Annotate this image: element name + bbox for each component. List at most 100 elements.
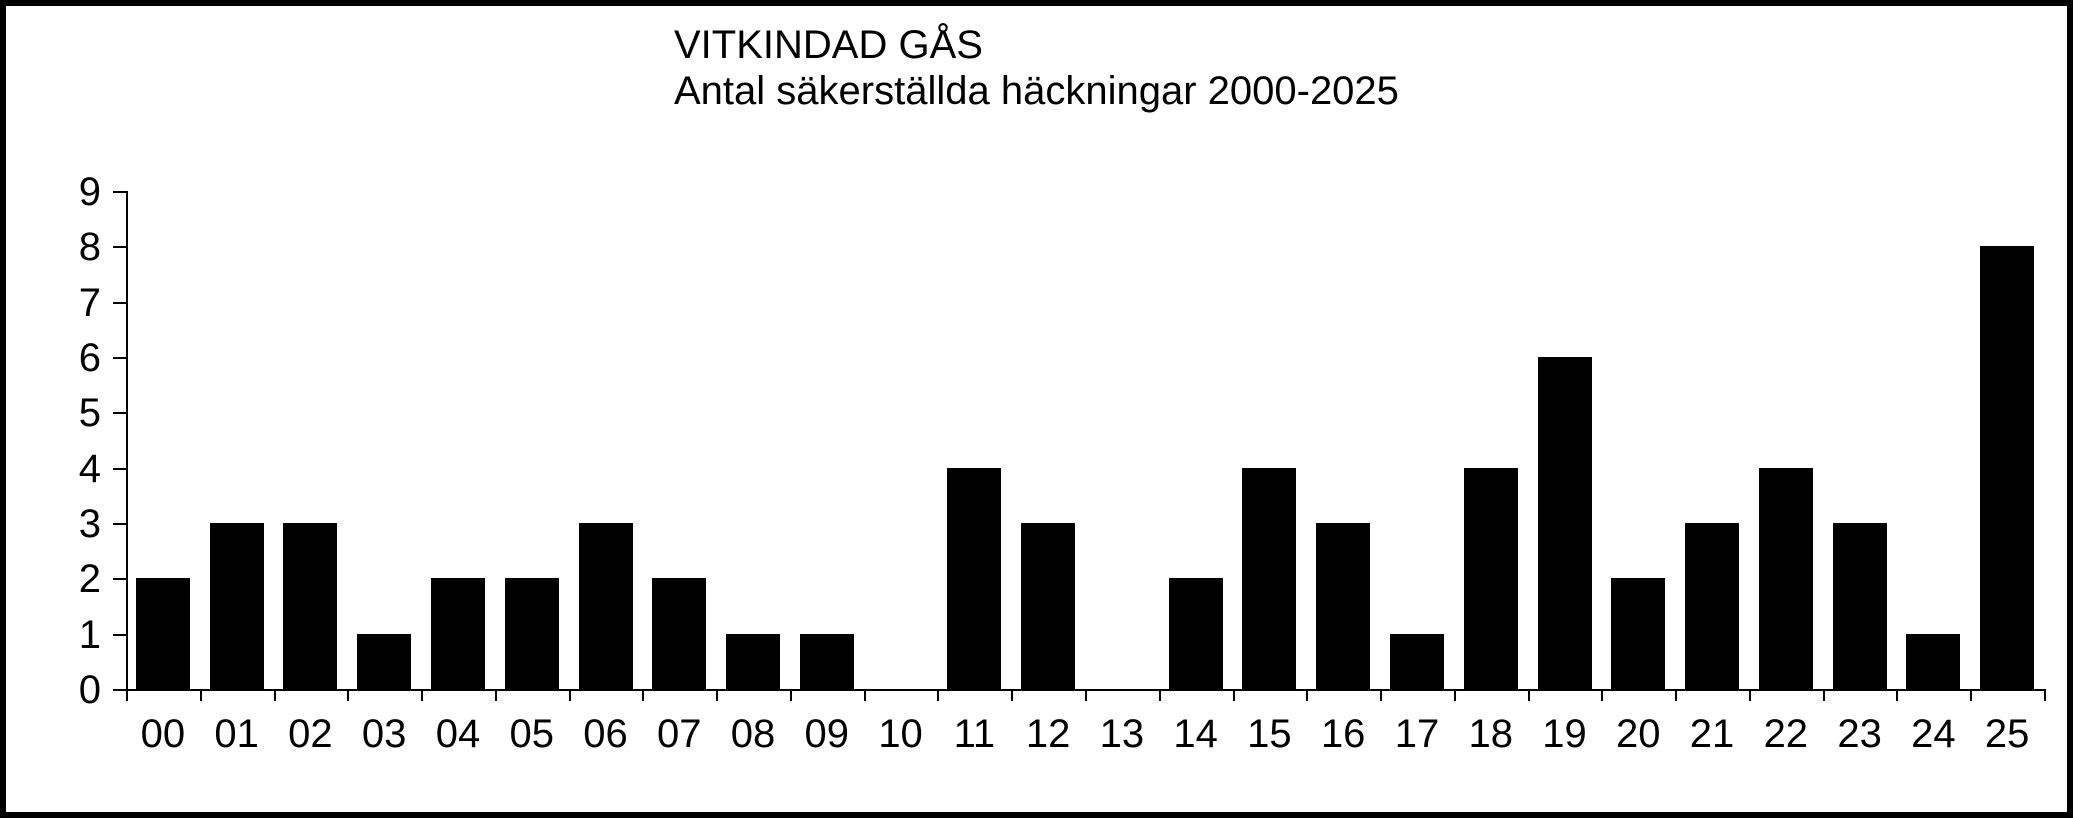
x-axis-tick bbox=[1896, 689, 1899, 701]
bar-15 bbox=[1242, 467, 1297, 689]
x-axis-tick bbox=[1306, 689, 1309, 701]
y-axis-tick-label: 0 bbox=[78, 668, 101, 712]
bar-21 bbox=[1685, 523, 1740, 689]
x-axis-tick bbox=[1158, 689, 1161, 701]
x-axis-tick bbox=[1527, 689, 1530, 701]
x-axis-label-19: 19 bbox=[1542, 712, 1587, 756]
y-axis-line bbox=[126, 191, 128, 691]
x-axis-label-15: 15 bbox=[1247, 712, 1292, 756]
x-axis-tick bbox=[199, 689, 202, 701]
x-axis-label-00: 00 bbox=[140, 712, 186, 756]
x-axis-label-25: 25 bbox=[1984, 712, 2030, 756]
plot-area: 0 1 2 3 4 5 6 7 8 9 00 01 02 03 04 05 06 07 08 09 10 11 12 13 14… bbox=[6, 6, 2067, 812]
bar-02 bbox=[283, 523, 338, 689]
x-axis-tick bbox=[1380, 689, 1383, 701]
x-axis-tick bbox=[863, 689, 866, 701]
bar-16 bbox=[1316, 523, 1371, 689]
x-axis-label-04: 04 bbox=[435, 712, 481, 756]
x-axis-label-11: 11 bbox=[953, 712, 996, 756]
x-axis-tick bbox=[347, 689, 350, 701]
x-axis-label-12: 12 bbox=[1025, 712, 1071, 756]
y-axis-tick bbox=[113, 246, 126, 249]
bar-25 bbox=[1980, 246, 2035, 689]
x-axis-label-14: 14 bbox=[1173, 712, 1218, 756]
x-axis-tick bbox=[1748, 689, 1751, 701]
bar-01 bbox=[209, 523, 264, 689]
bar-24 bbox=[1906, 633, 1961, 689]
x-axis-tick bbox=[494, 689, 497, 701]
bar-14 bbox=[1168, 578, 1223, 689]
x-axis-label-07: 07 bbox=[657, 712, 702, 756]
x-axis-tick bbox=[1232, 689, 1235, 701]
x-axis-tick bbox=[642, 689, 645, 701]
y-axis-tick-label: 3 bbox=[78, 502, 101, 546]
y-axis-tick-label: 6 bbox=[78, 336, 101, 381]
bar-22 bbox=[1758, 467, 1813, 689]
x-axis-label-10: 10 bbox=[878, 712, 923, 756]
y-axis-tick bbox=[113, 633, 126, 636]
x-axis-tick bbox=[1601, 689, 1604, 701]
bar-09 bbox=[799, 633, 854, 689]
x-axis-label-17: 17 bbox=[1394, 712, 1440, 756]
y-axis-tick bbox=[113, 689, 126, 691]
bar-18 bbox=[1463, 467, 1518, 689]
x-axis-tick bbox=[421, 689, 424, 701]
bar-04 bbox=[430, 578, 485, 689]
y-axis-tick-label: 9 bbox=[78, 170, 101, 215]
x-axis-tick bbox=[1822, 689, 1825, 701]
x-axis-label-01: 01 bbox=[214, 712, 259, 756]
bar-19 bbox=[1537, 357, 1592, 689]
y-axis-tick-label: 4 bbox=[78, 446, 101, 491]
bar-17 bbox=[1389, 633, 1444, 689]
chart-title-block: VITKINDAD GÅS Antal säkerställda häcknin… bbox=[674, 22, 1399, 114]
y-axis-tick bbox=[113, 191, 126, 194]
y-axis-tick bbox=[113, 467, 126, 470]
bar-00 bbox=[135, 578, 190, 689]
y-axis-tick-label: 2 bbox=[78, 557, 101, 602]
bar-23 bbox=[1832, 523, 1887, 689]
x-axis-tick bbox=[716, 689, 719, 701]
x-axis-label-24: 24 bbox=[1911, 712, 1956, 756]
x-axis-label-22: 22 bbox=[1763, 712, 1809, 756]
chart-title: VITKINDAD GÅS bbox=[674, 23, 983, 67]
y-axis-tick bbox=[113, 523, 126, 525]
x-axis-tick bbox=[1675, 689, 1678, 701]
chart-subtitle: Antal säkerställda häckningar 2000-2025 bbox=[674, 69, 1399, 113]
x-axis-label-09: 09 bbox=[804, 712, 850, 756]
x-axis-tick bbox=[1011, 689, 1014, 701]
x-axis-tick bbox=[568, 689, 571, 701]
x-axis-tick bbox=[1085, 689, 1087, 701]
x-axis-label-21: 21 bbox=[1689, 712, 1735, 756]
x-axis-tick bbox=[789, 689, 792, 701]
x-axis-tick bbox=[2044, 689, 2047, 701]
bar-06 bbox=[578, 523, 633, 689]
x-axis-label-03: 03 bbox=[361, 712, 407, 756]
x-axis-tick bbox=[1970, 689, 1973, 701]
y-axis-tick bbox=[113, 412, 126, 415]
x-axis-tick bbox=[937, 689, 940, 701]
x-axis-label-16: 16 bbox=[1320, 712, 1366, 756]
x-axis-label-13: 13 bbox=[1099, 712, 1145, 756]
x-axis-tick bbox=[273, 689, 276, 701]
bar-11 bbox=[947, 467, 1002, 689]
bar-20 bbox=[1611, 578, 1666, 689]
y-axis-tick bbox=[113, 301, 126, 304]
x-axis-label-23: 23 bbox=[1837, 712, 1882, 756]
x-axis-tick bbox=[1453, 689, 1456, 701]
bar-05 bbox=[504, 578, 559, 689]
x-axis-label-20: 20 bbox=[1616, 712, 1661, 756]
y-axis-tick bbox=[113, 357, 126, 360]
bar-07 bbox=[652, 578, 707, 689]
x-axis-label-06: 06 bbox=[583, 712, 628, 756]
bar-03 bbox=[357, 633, 412, 689]
x-axis-tick bbox=[126, 689, 128, 701]
bar-12 bbox=[1021, 523, 1076, 689]
x-axis-label-02: 02 bbox=[288, 712, 333, 756]
x-axis-label-18: 18 bbox=[1468, 712, 1513, 756]
bar-08 bbox=[726, 633, 781, 689]
y-axis-tick-label: 1 bbox=[78, 612, 101, 657]
y-axis-tick-label: 5 bbox=[78, 391, 101, 436]
y-axis-tick bbox=[113, 578, 126, 581]
x-axis-label-05: 05 bbox=[509, 712, 554, 756]
